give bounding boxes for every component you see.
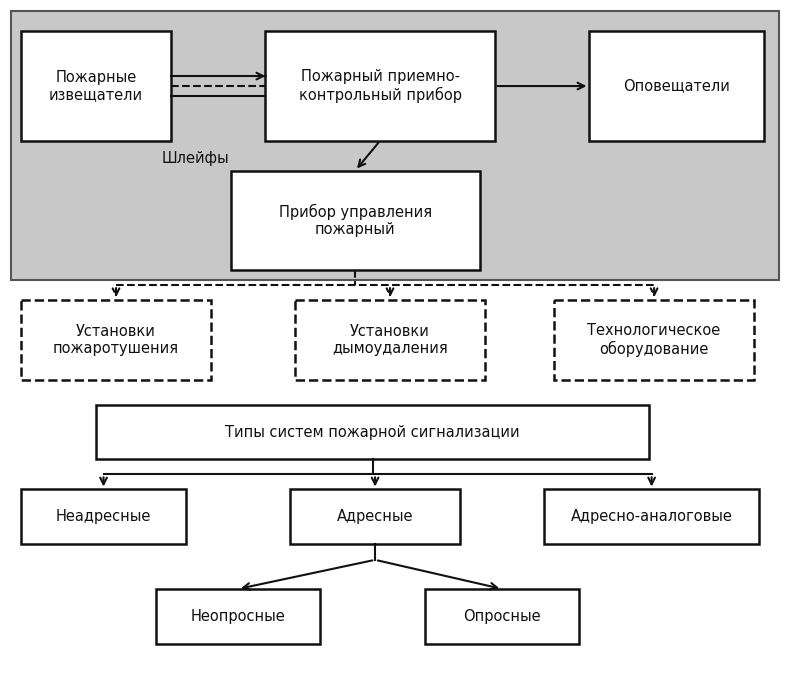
Text: Опросные: Опросные [463,609,541,624]
Text: Неадресные: Неадресные [56,509,151,524]
Bar [290,489,460,544]
Text: Типы систем пожарной сигнализации: Типы систем пожарной сигнализации [226,425,520,439]
Bar [96,405,649,460]
Text: Шлейфы: Шлейфы [162,151,230,166]
Bar [545,489,758,544]
Bar [11,11,778,280]
Bar [22,489,186,544]
Bar [156,589,320,644]
Text: Адресные: Адресные [337,509,414,524]
Bar [230,171,480,270]
Text: Установки
пожаротушения: Установки пожаротушения [53,324,179,356]
Text: Прибор управления
пожарный: Прибор управления пожарный [278,204,432,237]
Text: Адресно-аналоговые: Адресно-аналоговые [570,509,733,524]
Text: Пожарный приемно-
контрольный прибор: Пожарный приемно- контрольный прибор [298,69,462,103]
Text: Технологическое
оборудование: Технологическое оборудование [587,323,721,357]
Bar [425,589,579,644]
Bar [22,31,170,141]
Text: Неопросные: Неопросные [190,609,286,624]
Bar [295,300,485,380]
Text: Пожарные
извещатели: Пожарные извещатели [49,70,143,102]
Bar [554,300,754,380]
Text: Оповещатели: Оповещатели [623,78,730,94]
Bar [22,300,210,380]
Text: Установки
дымоудаления: Установки дымоудаления [332,324,448,356]
Bar [266,31,494,141]
Bar [590,31,764,141]
